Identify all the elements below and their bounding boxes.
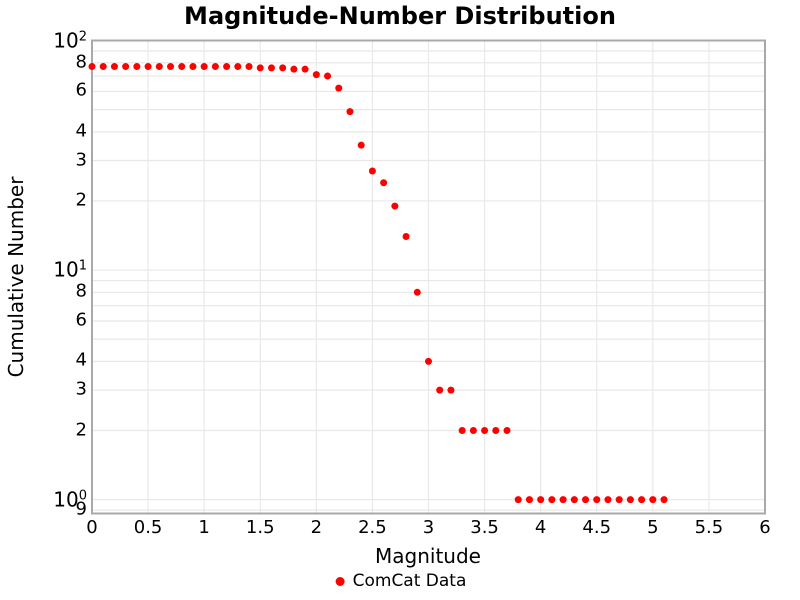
data-point	[346, 108, 354, 116]
y-tick-label: 9	[75, 498, 87, 520]
data-point	[368, 167, 376, 175]
y-tick-label: 100	[53, 487, 87, 512]
data-point	[503, 427, 511, 435]
data-point	[324, 72, 332, 80]
data-point	[514, 496, 522, 504]
data-point	[335, 84, 343, 92]
chart-title: Magnitude-Number Distribution	[184, 2, 616, 30]
legend-entry-comcat-data[interactable]: ComCat Data	[335, 571, 467, 591]
y-tick-label: 4	[75, 120, 87, 142]
data-point	[570, 496, 578, 504]
data-point	[604, 496, 612, 504]
x-tick-label: 1	[198, 516, 210, 538]
data-point	[144, 63, 152, 71]
y-tick-label: 8	[75, 280, 87, 302]
x-tick-label: 3.5	[470, 516, 499, 538]
x-tick-label: 4.5	[582, 516, 612, 538]
data-point	[593, 496, 601, 504]
y-tick-label: 101	[53, 257, 87, 282]
x-axis-title: Magnitude	[375, 544, 481, 568]
plot-border	[91, 39, 766, 515]
data-point	[357, 141, 365, 149]
data-point	[211, 63, 219, 71]
data-point	[649, 496, 657, 504]
y-tick-label: 6	[75, 309, 87, 331]
x-tick-label: 4	[534, 516, 547, 538]
data-point	[391, 202, 399, 210]
data-point	[178, 63, 186, 71]
y-tick-label: 2	[75, 419, 87, 441]
data-point	[189, 63, 197, 71]
x-tick-label: 2	[310, 516, 323, 538]
data-point	[638, 496, 646, 504]
y-tick-label: 3	[75, 149, 87, 171]
data-point	[99, 63, 107, 71]
data-point	[481, 427, 489, 435]
x-tick-label: 6	[759, 516, 771, 538]
data-point	[223, 63, 231, 71]
y-tick-label: 3	[75, 378, 87, 400]
x-tick-label: 5	[647, 516, 659, 538]
data-point	[200, 63, 208, 71]
data-point	[312, 71, 320, 79]
data-point	[279, 64, 287, 72]
data-point	[469, 427, 477, 435]
data-point	[660, 496, 668, 504]
data-point	[267, 64, 275, 72]
data-point	[559, 496, 567, 504]
data-point	[537, 496, 545, 504]
data-point	[290, 65, 298, 73]
data-point	[458, 427, 466, 435]
data-point	[88, 63, 96, 71]
data-point	[436, 386, 444, 394]
y-tick-label: 4	[75, 350, 87, 372]
y-tick-label: 8	[75, 51, 87, 73]
data-point	[110, 63, 118, 71]
data-point	[548, 496, 556, 504]
data-point	[447, 386, 455, 394]
data-point	[413, 288, 421, 296]
data-point	[133, 63, 141, 71]
x-tick-label: 2.5	[358, 516, 387, 538]
x-tick-label: 3	[422, 516, 435, 538]
x-tick-label: 0	[86, 516, 98, 538]
data-point	[615, 496, 623, 504]
data-point	[301, 65, 309, 73]
x-tick-label: 5.5	[694, 516, 724, 538]
legend-label: ComCat Data	[352, 571, 467, 591]
data-point	[582, 496, 590, 504]
legend-marker-circle-icon	[335, 576, 345, 586]
x-tick-label: 1.5	[245, 516, 275, 538]
y-tick-label: 2	[75, 189, 87, 211]
x-tick-label: 0.5	[133, 516, 163, 538]
legend: ComCat Data	[335, 571, 467, 591]
data-point	[167, 63, 175, 71]
data-point	[245, 63, 253, 71]
data-point	[626, 496, 634, 504]
data-point	[122, 63, 130, 71]
data-point	[155, 63, 163, 71]
y-tick-label: 102	[53, 28, 87, 53]
data-point	[256, 64, 264, 72]
data-point	[492, 427, 500, 435]
data-point	[402, 233, 410, 241]
data-point	[380, 179, 388, 187]
data-point	[234, 63, 242, 71]
data-point	[425, 357, 432, 365]
data-point	[525, 496, 533, 504]
y-tick-label: 6	[75, 80, 87, 102]
